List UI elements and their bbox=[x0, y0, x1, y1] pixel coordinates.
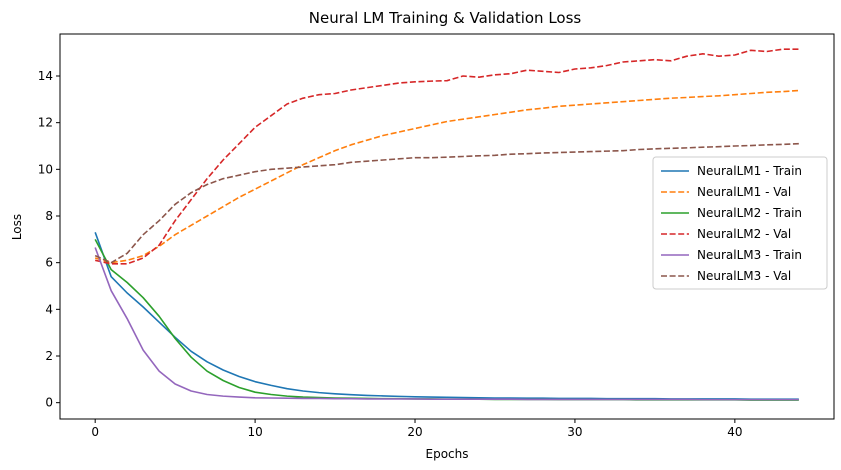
x-axis-label: Epochs bbox=[426, 447, 469, 461]
legend-label-neurallm3-val: NeuralLM3 - Val bbox=[697, 269, 791, 283]
y-tick-label: 12 bbox=[38, 116, 53, 130]
x-tick-label: 30 bbox=[567, 425, 582, 439]
y-axis-label: Loss bbox=[10, 214, 24, 240]
legend-label-neurallm2-train: NeuralLM2 - Train bbox=[697, 206, 802, 220]
series-line-neurallm1-val bbox=[94, 89, 799, 264]
series-line-neurallm3-val bbox=[94, 142, 799, 264]
x-tick-label: 0 bbox=[91, 425, 99, 439]
legend-label-neurallm1-val: NeuralLM1 - Val bbox=[697, 185, 791, 199]
y-tick-label: 8 bbox=[45, 209, 53, 223]
y-axis-ticks: 0 2 4 6 8 10 12 14 bbox=[38, 69, 60, 410]
x-tick-label: 40 bbox=[727, 425, 742, 439]
y-tick-label: 2 bbox=[45, 349, 53, 363]
legend-box bbox=[652, 156, 828, 290]
legend: NeuralLM1 - Train NeuralLM1 - Val NeuralLM… bbox=[652, 156, 828, 290]
legend-label-neurallm3-train: NeuralLM3 - Train bbox=[697, 248, 802, 262]
y-tick-label: 10 bbox=[38, 162, 53, 176]
y-tick-label: 0 bbox=[45, 396, 53, 410]
legend-label-neurallm2-val: NeuralLM2 - Val bbox=[697, 227, 791, 241]
x-tick-label: 10 bbox=[247, 425, 262, 439]
y-tick-label: 4 bbox=[45, 302, 53, 316]
plot-frame bbox=[59, 33, 835, 420]
x-axis-ticks: 0 10 20 30 40 bbox=[91, 419, 742, 439]
series-layer bbox=[94, 48, 799, 401]
y-tick-label: 14 bbox=[38, 69, 53, 83]
series-line-neurallm3-train bbox=[94, 247, 799, 401]
y-tick-label: 6 bbox=[45, 256, 53, 270]
chart-title: Neural LM Training & Validation Loss bbox=[309, 9, 582, 27]
x-tick-label: 20 bbox=[407, 425, 422, 439]
series-line-neurallm2-val bbox=[95, 48, 799, 265]
legend-label-neurallm1-train: NeuralLM1 - Train bbox=[697, 164, 802, 178]
